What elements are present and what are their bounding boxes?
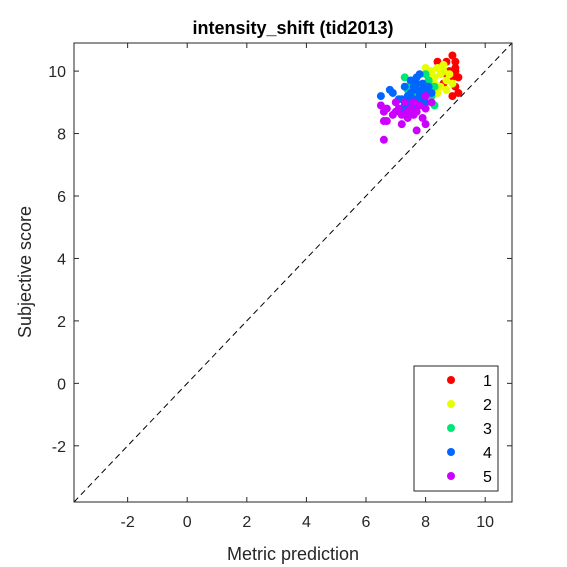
legend-label-2: 2 [483,397,492,414]
data-point-series-4 [406,76,415,85]
x-tick-label: 2 [242,514,251,531]
data-point-series-1 [451,63,460,72]
data-point-series-2 [436,82,445,91]
y-tick-label: 0 [57,376,66,393]
data-point-series-5 [382,104,391,113]
data-point-series-2 [433,63,442,72]
data-point-series-3 [424,76,433,85]
data-point-series-4 [388,88,397,97]
y-tick-label: 6 [57,189,66,206]
data-point-series-3 [421,70,430,79]
data-point-series-5 [403,113,412,122]
data-point-series-2 [430,73,439,82]
data-point-series-5 [391,98,400,107]
data-point-series-5 [406,104,415,113]
data-point-series-2 [439,60,448,69]
x-tick-label: 0 [183,514,192,531]
x-tick-label: 4 [302,514,311,531]
data-point-series-4 [415,70,424,79]
data-point-series-1 [451,57,460,66]
data-point-series-5 [418,113,427,122]
data-point-series-4 [418,79,427,88]
y-tick-label: 8 [57,127,66,144]
data-point-series-5 [379,117,388,126]
data-point-series-4 [427,88,436,97]
data-point-series-4 [376,92,385,101]
data-point-series-1 [454,73,463,82]
legend-box [413,365,499,492]
y-tick-label: 10 [48,64,66,81]
x-tick-label: 6 [362,514,371,531]
data-point-series-5 [400,98,409,107]
legend-label-3: 3 [483,421,492,438]
data-point-series-5 [421,120,430,129]
data-point-series-5 [412,126,421,135]
legend-label-1: 1 [483,373,492,390]
data-point-series-5 [409,98,418,107]
data-point-series-2 [442,85,451,94]
legend-marker-3 [447,424,455,432]
data-point-series-2 [442,76,451,85]
legend-label-4: 4 [483,445,492,462]
data-point-series-3 [400,73,409,82]
x-tick-label: 8 [421,514,430,531]
data-point-series-1 [454,88,463,97]
legend-marker-1 [447,376,455,384]
legend-marker-5 [447,472,455,480]
data-point-series-5 [376,101,385,110]
data-point-series-4 [400,82,409,91]
legend-label-5: 5 [483,469,492,486]
axes-box [73,42,513,503]
data-point-series-5 [415,101,424,110]
data-point-series-5 [421,92,430,101]
data-point-series-4 [412,79,421,88]
data-point-series-4 [403,92,412,101]
y-axis-label: Subjective score [15,206,35,338]
legend-marker-4 [447,448,455,456]
data-point-series-2 [448,79,457,88]
legend-marker-2 [447,400,455,408]
data-point-series-2 [433,88,442,97]
data-point-series-2 [439,67,448,76]
chart-title: intensity_shift (tid2013) [192,18,393,38]
data-point-series-4 [421,98,430,107]
x-axis-label: Metric prediction [227,544,359,564]
data-point-series-1 [448,92,457,101]
x-tick-label: 10 [476,514,494,531]
data-point-series-4 [415,92,424,101]
y-tick-label: 4 [57,251,66,268]
data-point-series-5 [412,107,421,116]
y-tick-label: 2 [57,314,66,331]
identity-dashed-line [73,42,513,503]
data-point-series-2 [427,67,436,76]
data-point-series-1 [433,57,442,66]
data-point-series-5 [397,120,406,129]
data-point-series-2 [445,70,454,79]
data-point-series-5 [379,135,388,144]
data-point-series-5 [421,104,430,113]
data-point-series-1 [448,51,457,60]
x-tick-label: -2 [121,514,135,531]
data-point-series-5 [427,98,436,107]
data-point-series-4 [424,82,433,91]
data-point-series-5 [397,110,406,119]
y-tick-label: -2 [52,439,66,456]
data-point-series-3 [430,82,439,91]
data-point-series-5 [391,107,400,116]
data-point-series-4 [418,85,427,94]
data-point-series-2 [421,63,430,72]
